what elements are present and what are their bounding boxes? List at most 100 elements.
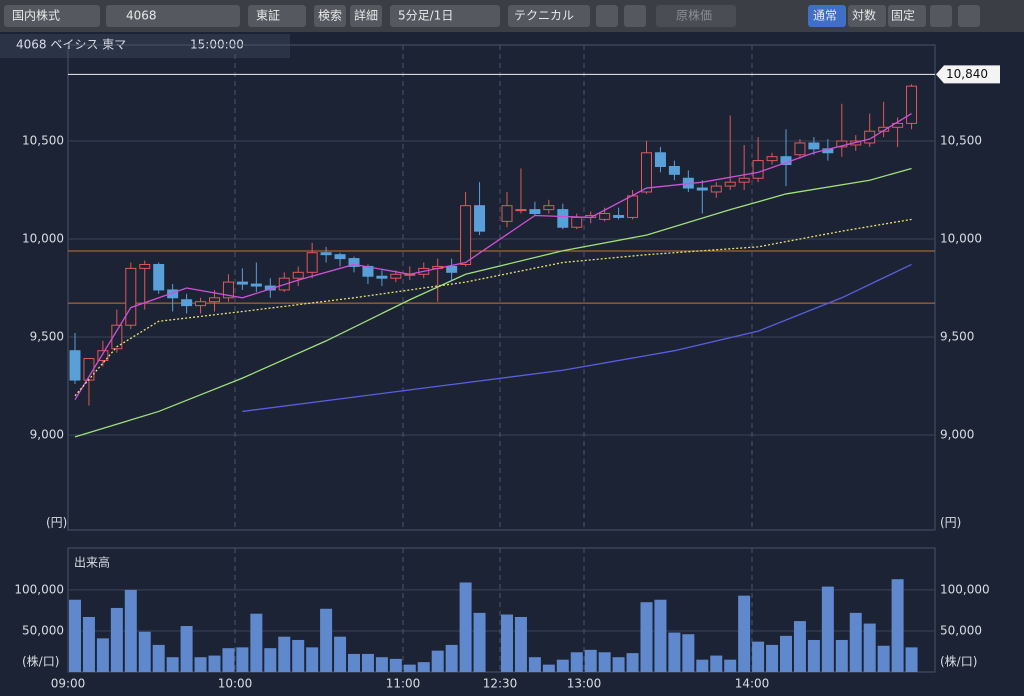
- last-price-tag: [936, 65, 1000, 84]
- candle-body: [836, 140, 848, 148]
- candle-body: [543, 205, 555, 211]
- candle-body: [906, 85, 918, 124]
- volume-title: 出来高: [74, 555, 110, 570]
- volume-bar: [152, 644, 165, 672]
- y-tick-label: 10,000: [22, 232, 64, 246]
- candle-body: [668, 165, 680, 175]
- candle-body: [334, 254, 346, 260]
- candle-body: [181, 299, 193, 307]
- volume-bar: [236, 647, 249, 672]
- volume-bar: [780, 635, 792, 672]
- price-unit: (円): [46, 516, 67, 530]
- volume-bar: [264, 648, 277, 672]
- volume-bar: [821, 586, 834, 672]
- volume-bar: [306, 647, 319, 672]
- fixed-button[interactable]: [888, 5, 926, 27]
- volume-bar: [556, 659, 569, 672]
- candle-body: [641, 152, 652, 193]
- volume-bar: [877, 645, 890, 672]
- candle-body: [390, 273, 402, 279]
- candle-body: [292, 271, 304, 279]
- undo-button[interactable]: [930, 5, 952, 27]
- candle-body: [529, 209, 541, 215]
- candle-body: [864, 130, 876, 144]
- moving-average: [74, 218, 912, 397]
- candle-body: [710, 185, 722, 193]
- volume-bar: [417, 662, 430, 672]
- toolbar-buttons: 国内株式 4068 東証 検索 詳細 5分足/1日 テクニカル 原株価 通常 対…: [4, 5, 980, 27]
- log: 対数: [852, 8, 876, 23]
- volume-bar: [584, 649, 597, 672]
- candle-body: [306, 252, 318, 273]
- volume-bar: [320, 608, 333, 672]
- volume-bar: [180, 626, 193, 672]
- y-tick-label: 50,000: [22, 623, 64, 637]
- moving-average: [74, 167, 912, 438]
- candle-body: [446, 265, 458, 273]
- volume-bar: [124, 589, 137, 672]
- candle-body: [794, 142, 806, 156]
- volume-bar: [361, 653, 374, 672]
- last-price-label: 10,840: [946, 67, 988, 81]
- candle-body: [474, 205, 486, 232]
- candle-body: [320, 252, 332, 256]
- volume-bar: [250, 613, 263, 672]
- volume-bar: [807, 639, 820, 672]
- detail-button[interactable]: [350, 5, 382, 27]
- x-tick-label: 10:00: [218, 677, 253, 691]
- candle-body: [654, 152, 666, 167]
- base-price: 原株価: [676, 8, 712, 23]
- volume-bar: [278, 636, 291, 672]
- candle-body: [724, 181, 736, 187]
- volume-bar: [514, 616, 527, 672]
- volume-bar: [69, 599, 81, 672]
- candle-body: [209, 297, 220, 303]
- technical-button[interactable]: [508, 5, 590, 27]
- volume-bar: [668, 632, 681, 672]
- volume-bar: [110, 607, 123, 672]
- market: 国内株式: [12, 8, 60, 23]
- candle-body: [501, 205, 513, 222]
- candle-body: [153, 263, 165, 291]
- volume-bar: [375, 657, 388, 672]
- volume-bar: [570, 652, 583, 672]
- volume-bar: [222, 648, 235, 672]
- volume-bar: [891, 579, 904, 672]
- y-tick-label-right: 9,000: [940, 427, 974, 441]
- volume-unit-right: (株/口): [940, 654, 977, 669]
- plus-button[interactable]: [624, 5, 646, 27]
- candle-body: [515, 209, 527, 212]
- volume-bar: [640, 602, 653, 672]
- y-tick-label: 100,000: [14, 582, 64, 596]
- shrink-button[interactable]: [958, 5, 980, 27]
- exchange-select[interactable]: [248, 5, 306, 27]
- volume-bar: [696, 659, 709, 672]
- volume-bar: [682, 634, 695, 672]
- volume-bar: [166, 657, 179, 672]
- x-tick-label: 09:00: [51, 677, 86, 691]
- x-tick-label: 12:30: [483, 677, 518, 691]
- candle-body: [376, 275, 388, 279]
- volume-bar: [612, 657, 625, 672]
- y-tick-label: 9,500: [30, 329, 64, 343]
- volume-bar: [905, 647, 918, 672]
- volume-bar: [334, 636, 347, 672]
- market-select[interactable]: [4, 5, 100, 27]
- search-box[interactable]: [106, 5, 240, 27]
- pen-button[interactable]: [596, 5, 618, 27]
- log-button[interactable]: [848, 5, 886, 27]
- volume-bar: [793, 621, 806, 672]
- base-price-button[interactable]: [656, 5, 736, 27]
- volume-bar: [459, 582, 472, 672]
- volume-bar: [626, 653, 639, 672]
- exchange: 東証: [256, 9, 280, 23]
- x-tick-label: 11:00: [386, 677, 421, 691]
- find-button[interactable]: [314, 5, 346, 27]
- candle-body: [752, 160, 764, 179]
- period-select[interactable]: [390, 5, 500, 27]
- volume-bar: [138, 631, 151, 672]
- normal-button[interactable]: [808, 5, 846, 27]
- volume-unit: (株/口): [22, 654, 59, 669]
- y-tick-label: 9,000: [30, 427, 64, 441]
- normal: 通常: [813, 9, 837, 23]
